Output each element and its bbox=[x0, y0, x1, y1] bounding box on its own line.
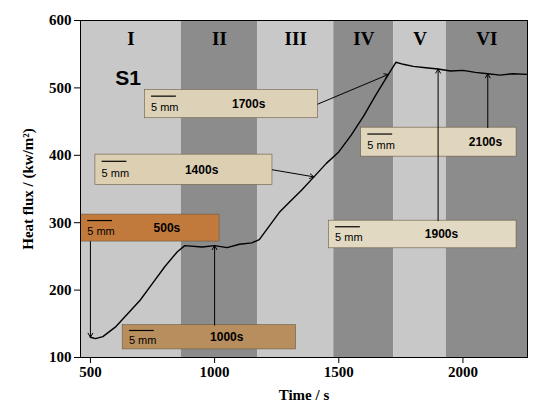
svg-text:500s: 500s bbox=[154, 221, 181, 235]
svg-text:400: 400 bbox=[49, 147, 72, 163]
svg-text:1400s: 1400s bbox=[185, 163, 219, 177]
svg-text:1900s: 1900s bbox=[425, 227, 459, 241]
svg-text:600: 600 bbox=[49, 12, 72, 28]
svg-text:500: 500 bbox=[79, 364, 102, 380]
svg-text:III: III bbox=[285, 28, 307, 49]
svg-text:VI: VI bbox=[476, 28, 497, 49]
svg-text:5 mm: 5 mm bbox=[335, 231, 363, 243]
svg-text:S1: S1 bbox=[115, 66, 141, 89]
svg-text:2000: 2000 bbox=[448, 364, 478, 380]
svg-text:II: II bbox=[212, 28, 227, 49]
svg-text:IV: IV bbox=[353, 28, 374, 49]
svg-text:5 mm: 5 mm bbox=[151, 101, 179, 113]
svg-text:5 mm: 5 mm bbox=[102, 167, 130, 179]
svg-text:200: 200 bbox=[49, 282, 72, 298]
svg-text:V: V bbox=[413, 28, 427, 49]
svg-text:5 mm: 5 mm bbox=[367, 139, 395, 151]
svg-text:1000s: 1000s bbox=[210, 330, 244, 344]
svg-text:300: 300 bbox=[49, 215, 72, 231]
svg-text:Heat flux / (kw/m²): Heat flux / (kw/m²) bbox=[20, 128, 37, 250]
svg-text:5 mm: 5 mm bbox=[129, 334, 157, 346]
svg-text:1500: 1500 bbox=[324, 364, 354, 380]
svg-text:1000: 1000 bbox=[200, 364, 230, 380]
svg-text:500: 500 bbox=[49, 80, 72, 96]
svg-text:100: 100 bbox=[49, 349, 72, 365]
svg-text:5 mm: 5 mm bbox=[87, 225, 115, 237]
svg-text:1700s: 1700s bbox=[232, 97, 266, 111]
svg-text:2100s: 2100s bbox=[469, 135, 503, 149]
svg-text:Time / s: Time / s bbox=[279, 387, 330, 403]
svg-text:I: I bbox=[127, 28, 134, 49]
